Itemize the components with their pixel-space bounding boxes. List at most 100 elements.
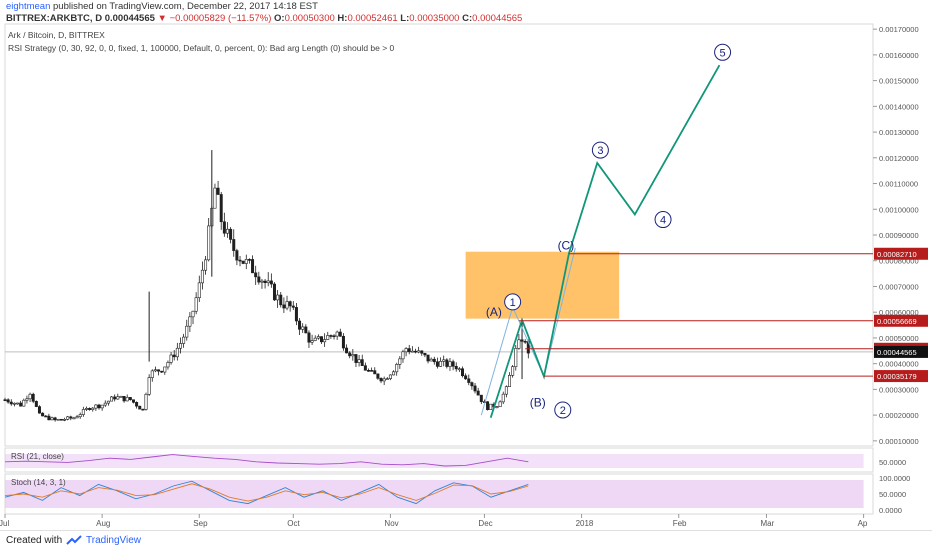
price-level-label: 0.00082710 [877,250,917,259]
candle-body [169,354,173,363]
candle-body [56,418,60,421]
candle-body [222,221,226,234]
wave-label-circle [714,43,732,61]
candle-body [84,408,88,410]
candle-body [370,370,374,372]
candle-body [298,320,302,330]
symbol-ohlc-line: BITTREX:ARKBTC, D 0.00044565 ▼ −0.000058… [6,13,522,24]
candle-body [429,358,433,362]
candle-body [313,337,317,341]
candle-body [467,378,471,383]
impulse-wave-line [489,64,721,418]
candle-body [301,326,305,330]
open-label: O: [274,13,285,24]
y-tick-label: 0.00090000 [879,231,919,240]
candle-body [122,396,126,402]
candle-body [363,365,367,371]
candle-body [81,409,85,415]
candle-body [354,354,358,363]
candle-body [53,417,57,421]
last-price: 0.00044565 [104,13,155,24]
abc-correction-line [480,247,576,416]
stoch-legend: Stoch (14, 3, 1) [11,478,66,487]
wave-label-circle [591,141,609,159]
y-tick-label: 0.00010000 [879,437,919,446]
candle-body [508,375,512,387]
candle-body [135,402,139,407]
stoch-tick-label: 50.0000 [879,490,906,499]
x-tick-label: Jul [0,519,9,528]
candle-body [442,359,446,362]
candle-body [238,259,242,262]
candle-body [291,305,295,308]
candle-body [511,366,515,376]
candle-body [410,350,414,353]
candle-body [141,408,145,411]
candle-body [225,228,229,234]
candle-body [332,335,336,338]
x-tick-label: Sep [193,519,208,528]
low-value: 0.00035000 [409,13,460,24]
price-level-tag [874,314,928,327]
wave-label-circle [654,211,672,229]
candle-body [25,398,29,401]
author-link[interactable]: eightmean [6,1,51,12]
candle-body [31,393,35,402]
candle-body [100,404,104,409]
candle-body [219,194,223,223]
y-tick-label: 0.00130000 [879,128,919,137]
candle-body [188,316,192,327]
candle-body [150,370,154,378]
candle-body [213,187,217,209]
candle-body [448,361,452,367]
price-chart[interactable]: 0.00010000 0.00020000 0.00030000 0.00040000… [0,0,932,530]
x-tick-label: Mar [760,519,774,528]
candle-body [479,394,483,402]
candle-body [116,396,120,400]
candle-body [426,354,430,362]
candle-body [392,371,396,376]
candle-body [461,368,465,377]
candle-body [445,359,449,367]
candle-body [395,364,399,373]
candle-body [432,358,436,363]
candle-body [501,393,505,403]
candle-body [385,378,389,380]
candle-body [373,370,377,375]
price-level-label: 0.00056669 [877,317,917,326]
candle-body [388,374,392,379]
candle-body [341,335,345,349]
candle-body [175,347,179,358]
candle-body [94,404,98,409]
candle-body [204,259,208,271]
candle-body [128,397,132,401]
tradingview-brand[interactable]: TradingView [86,535,142,546]
candle-body [69,416,73,419]
y-tick-label: 0.00070000 [879,282,919,291]
wave-label-circle [504,293,522,311]
candle-body [266,280,270,284]
candle-body [329,335,333,337]
candle-body [91,407,95,410]
open-value: 0.00050300 [284,13,335,24]
x-tick-label: Oct [287,519,300,528]
rsi-band [5,454,864,468]
wave-label: (A) [486,305,502,319]
candle-body [241,260,245,264]
candle-body [288,301,292,307]
candle-body [451,361,455,367]
candle-body [272,283,276,301]
candle-body [3,399,7,401]
candle-body [235,250,239,261]
strategy-legend: RSI Strategy (0, 30, 92, 0, 0, fixed, 1,… [8,43,395,53]
candle-body [182,336,186,344]
candle-body [97,404,101,409]
candle-body [41,412,45,417]
y-tick-label: 0.00170000 [879,25,919,34]
created-with-label: Created with [6,535,63,546]
candle-body [307,332,311,343]
candle-body [50,417,54,421]
candle-body [160,370,164,373]
candle-body [110,396,114,402]
candle-body [423,352,427,356]
